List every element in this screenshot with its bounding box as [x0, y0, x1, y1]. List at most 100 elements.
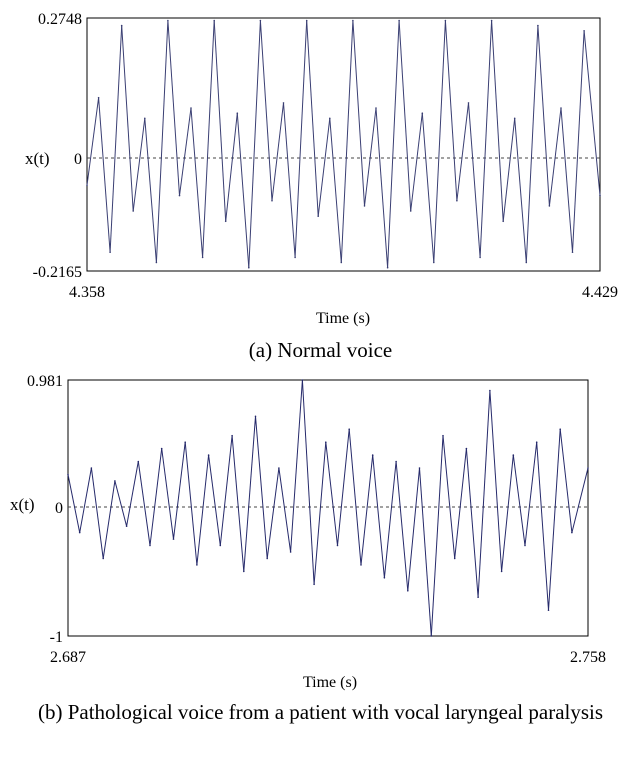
panel-a-signal-point-6: [155, 261, 158, 264]
panel-a-signal-segment-12: [225, 113, 238, 222]
panel-a-signal-point-42: [571, 251, 574, 253]
panel-a-signal-point-35: [490, 19, 493, 22]
panel-b-signal-point-20: [301, 379, 304, 381]
panel-a-signal-point-26: [386, 266, 389, 269]
panel-b-signal-segment-17: [266, 467, 280, 559]
panel-a-caption: (a) Normal voice: [248, 338, 393, 362]
panel-a-signal-segment-13: [236, 113, 250, 268]
panel-b-signal-point-32: [442, 434, 444, 437]
panel-a-signal-segment-26: [387, 20, 400, 268]
panel-b-signal-point-13: [219, 544, 222, 547]
panel-b-signal-point-18: [278, 467, 280, 469]
panel-a-ylabel: x(t): [25, 149, 50, 168]
panel-a-signal-point-13: [236, 112, 239, 114]
panel-a-signal-point-27: [398, 19, 400, 22]
panel-a-signal-segment-7: [167, 20, 180, 196]
panel-b-signal-point-2: [90, 467, 93, 469]
panel-b-signal-segment-28: [395, 461, 409, 591]
panel-a-signal-segment-43: [583, 30, 601, 196]
panel-a-xlabel: Time (s): [316, 310, 370, 327]
panel-b-signal-segment-34: [465, 448, 479, 598]
panel-a-signal-point-20: [317, 215, 320, 217]
panel-b-signal-segment-9: [173, 442, 186, 540]
panel-b-signal-segment-19: [290, 380, 303, 553]
panel-a-signal-point-0: [86, 184, 88, 187]
panel-a-signal-point-15: [259, 19, 262, 22]
panel-b-signal-point-0: [67, 473, 69, 476]
panel-b-signal-segment-30: [419, 467, 432, 637]
panel-a-signal-point-38: [525, 261, 528, 264]
panel-b-signal-segment-0: [67, 474, 81, 533]
panel-a-signal-point-22: [340, 261, 343, 264]
panel-b-signal-point-33: [453, 557, 456, 560]
panel-a-signal-point-9: [190, 107, 192, 109]
panel-a-signal-segment-17: [283, 102, 296, 258]
panel-a-signal-segment-38: [525, 25, 539, 263]
panel-a-signal-point-39: [537, 24, 539, 27]
panel-a-signal-point-3: [120, 24, 123, 27]
panel-b-signal-segment-43: [571, 467, 589, 533]
panel-a-signal-point-21: [329, 117, 331, 120]
panel-b-signal-point-43: [571, 531, 573, 534]
panel-b-signal-point-6: [137, 460, 140, 463]
panel-a-signal-point-37: [513, 117, 516, 120]
panel-a-signal-point-17: [282, 102, 285, 104]
panel-b-signal-segment-16: [255, 416, 268, 559]
panel-a-signal-segment-0: [86, 97, 100, 186]
panel-b-signal-segment-10: [184, 442, 198, 565]
panel-a-signal-point-40: [548, 205, 551, 207]
panel-a-signal-segment-18: [294, 20, 308, 258]
panel-b-signal-point-21: [313, 583, 315, 586]
panel-b-signal-point-9: [172, 538, 175, 540]
panel-b-signal-point-12: [207, 454, 210, 456]
panel-a-signal-point-44: [599, 194, 601, 197]
panel-b-ytick-zero: 0: [55, 500, 63, 517]
panel-b-ytick-bottom: -1: [50, 629, 63, 646]
panel-a-signal-segment-33: [468, 102, 481, 258]
panel-a-signal-segment-24: [364, 107, 377, 206]
panel-b-signal-point-24: [348, 428, 351, 431]
panel-a-signal-segment-5: [144, 118, 157, 263]
panel-b-signal-point-35: [477, 596, 479, 598]
panel-b-signal-point-31: [430, 635, 433, 637]
panel-b-signal-point-23: [336, 544, 339, 547]
panel-a-signal-segment-41: [560, 107, 573, 253]
panel-b-signal-point-28: [395, 460, 397, 463]
panel-b-signal-point-36: [489, 389, 491, 392]
panel-b-signal-point-15: [243, 570, 245, 573]
panel-b-signal-segment-33: [454, 448, 467, 559]
panel-b-signal-segment-38: [512, 455, 526, 546]
panel-b-signal-segment-37: [501, 455, 514, 572]
panel-b-signal-segment-21: [313, 442, 327, 585]
panel-b-signal-point-34: [465, 447, 468, 450]
panel-b-signal-point-27: [383, 577, 386, 579]
panel-b-signal-point-29: [407, 590, 409, 592]
panel-a-signal-segment-25: [375, 107, 389, 268]
panel-a-signal-segment-8: [179, 107, 192, 196]
panel-a-signal-segment-11: [213, 20, 227, 222]
panel-a-signal-point-31: [444, 19, 447, 22]
panel-a-signal-segment-34: [479, 20, 493, 258]
panel-a-signal-segment-6: [155, 20, 169, 263]
panel-a-xtick-right: 4.429: [582, 284, 618, 301]
panel-b-signal-point-17: [266, 557, 269, 560]
panel-a-ytick-top: 0.2748: [38, 11, 82, 28]
panel-b-signal-point-19: [289, 551, 292, 553]
panel-b-signal-segment-14: [231, 435, 245, 572]
panel-a-signal-point-12: [224, 220, 227, 223]
panel-b-signal-point-5: [125, 525, 128, 527]
panel-b-ytick-top: 0.981: [27, 373, 63, 390]
panel-b-signal-point-11: [196, 564, 198, 566]
panel-b-signal-segment-23: [337, 429, 350, 546]
panel-a-signal-point-5: [144, 117, 146, 120]
panel-b-signal-segment-12: [208, 455, 221, 546]
panel-b-signal-segment-5: [126, 461, 139, 527]
panel-a-signal-segment-27: [398, 20, 412, 212]
panel-a-signal-segment-14: [248, 20, 261, 268]
panel-a-signal-segment-39: [537, 25, 550, 206]
panel-a-signal-segment-29: [421, 113, 435, 263]
panel-a-signal-segment-15: [259, 20, 273, 201]
panel-a-signal-segment-21: [329, 118, 342, 263]
panel-b-pathological-voice: 0.981 0 -1 x(t) 2.687 2.758 Time (s): [10, 373, 606, 691]
panel-b-signal-point-37: [500, 570, 503, 573]
